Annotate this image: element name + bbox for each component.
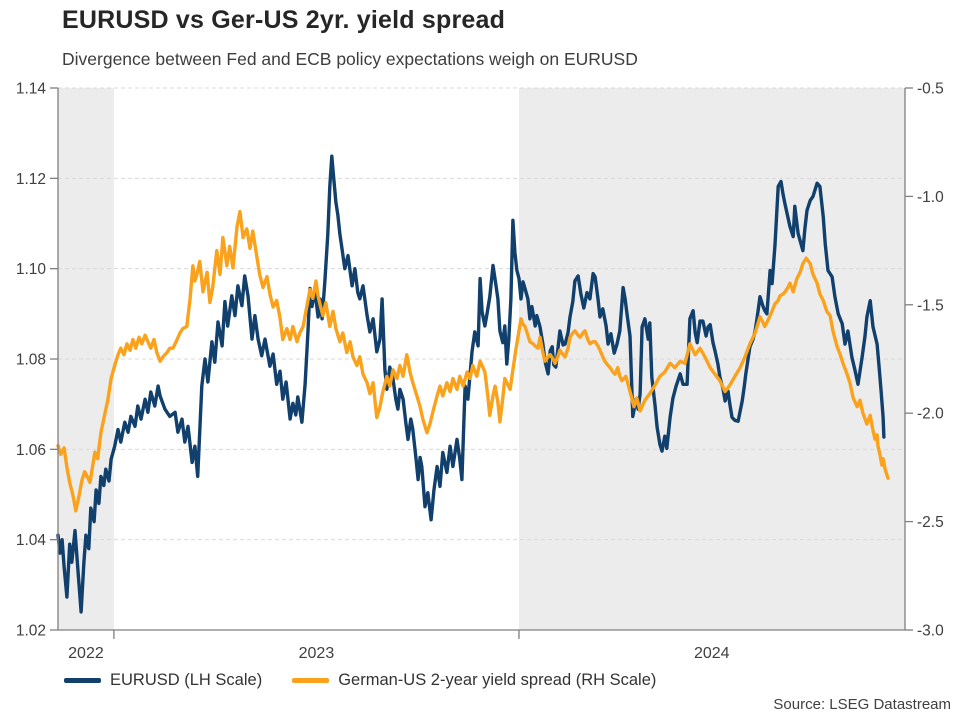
legend-label-eurusd: EURUSD (LH Scale) <box>110 671 263 689</box>
x-axis-year-label: 2023 <box>299 645 335 662</box>
eurusd-line-swatch-icon <box>64 678 101 683</box>
legend-label-spread: German-US 2-year yield spread (RH Scale) <box>338 671 657 689</box>
spread-line <box>56 209 890 513</box>
left-axis-tick-label: 1.10 <box>16 261 47 278</box>
right-axis-tick-label: -2.0 <box>917 406 944 423</box>
left-axis-tick-label: 1.08 <box>16 352 46 369</box>
chart-title: EURUSD vs Ger-US 2yr. yield spread <box>62 6 506 34</box>
eurusd-line <box>56 154 886 614</box>
chart-subtitle: Divergence between Fed and ECB policy ex… <box>62 49 638 69</box>
legend-item-spread: German-US 2-year yield spread (RH Scale) <box>292 671 656 690</box>
spread-line-swatch-icon <box>292 678 330 683</box>
right-axis-tick-label: -0.5 <box>917 81 944 98</box>
x-axis-year-label: 2024 <box>694 645 730 662</box>
left-axis-tick-label: 1.14 <box>16 81 47 98</box>
right-axis-tick-label: -2.5 <box>917 514 944 531</box>
right-axis-tick-label: -1.0 <box>917 189 944 206</box>
right-axis-tick-label: -3.0 <box>917 623 944 640</box>
source-note: Source: LSEG Datastream <box>773 696 951 713</box>
chart-canvas: 1.02 1.04 1.06 1.08 1.10 1.12 1.14 -3.0 -2.5 -2.0… <box>16 81 944 663</box>
left-axis-tick-label: 1.06 <box>16 442 46 459</box>
chart-legend: EURUSD (LH Scale) German-US 2-year yield… <box>64 671 656 690</box>
x-axis-year-label: 2022 <box>68 645 104 662</box>
left-axis-tick-label: 1.04 <box>16 532 47 549</box>
right-axis-tick-label: -1.5 <box>917 297 944 314</box>
legend-item-eurusd: EURUSD (LH Scale) <box>64 671 262 690</box>
left-axis-tick-label: 1.12 <box>16 171 46 188</box>
left-axis-tick-label: 1.02 <box>16 623 46 640</box>
